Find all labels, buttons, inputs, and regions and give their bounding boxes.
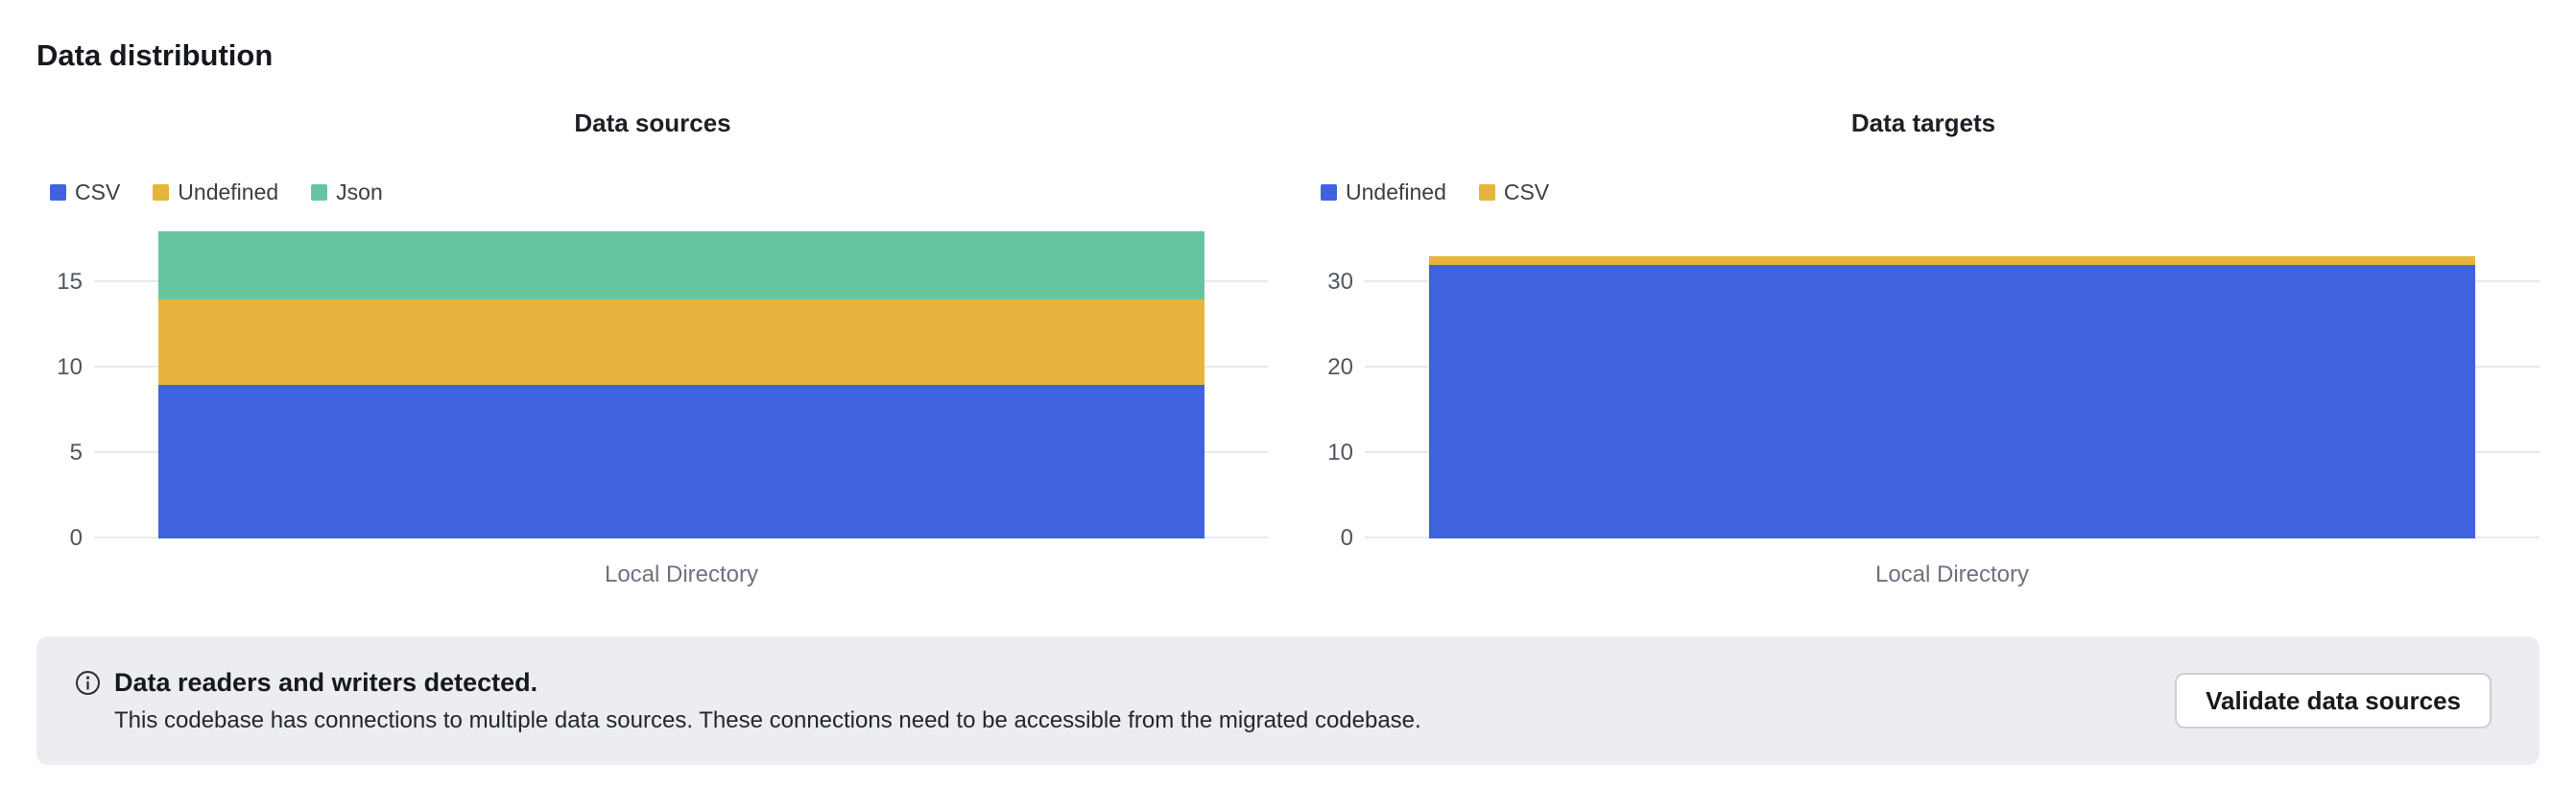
banner-title: Data readers and writers detected. xyxy=(114,667,538,697)
y-tick-label: 5 xyxy=(69,440,83,466)
y-tick-label: 10 xyxy=(57,354,83,380)
legend-label: CSV xyxy=(1503,179,1550,204)
info-circle-icon xyxy=(76,670,100,695)
bar-segment-undefined xyxy=(1429,265,2475,538)
chart-legend: Undefined CSV xyxy=(1321,180,2540,203)
legend-swatch xyxy=(153,183,170,201)
chart-title: Data targets xyxy=(1850,108,1996,137)
y-axis: 0 5 10 15 xyxy=(36,231,94,551)
y-tick-label: 20 xyxy=(1327,354,1353,380)
legend-swatch xyxy=(1321,183,1337,201)
legend-item-undefined[interactable]: Undefined xyxy=(153,180,278,203)
y-tick-label: 0 xyxy=(69,525,83,551)
legend-item-json[interactable]: Json xyxy=(311,180,383,203)
bar-segment-undefined xyxy=(158,299,1205,385)
legend-swatch xyxy=(311,183,328,201)
legend-swatch xyxy=(50,183,66,201)
validate-data-sources-button[interactable]: Validate data sources xyxy=(2175,673,2492,728)
chart-title: Data sources xyxy=(574,108,731,137)
legend-item-csv[interactable]: CSV xyxy=(1478,179,1550,204)
plot-area xyxy=(94,231,1269,538)
stacked-bar xyxy=(1429,256,2475,538)
legend-label: Json xyxy=(336,179,383,204)
chart-legend: CSV Undefined Json xyxy=(50,180,1269,203)
y-axis: 0 10 20 30 xyxy=(1307,256,1365,551)
plot-row: 0 5 10 15 xyxy=(36,222,1269,551)
chart-data-targets: Data targets Undefined CSV 0 10 20 30 Local … xyxy=(1307,107,2540,588)
legend-label: Undefined xyxy=(178,179,279,204)
y-tick-label: 10 xyxy=(1327,440,1353,466)
charts-row: Data sources CSV Undefined Json 0 5 10 15 Loc… xyxy=(36,107,2540,588)
bar-segment-csv xyxy=(1429,256,2475,266)
y-tick-label: 0 xyxy=(1340,525,1353,551)
legend-item-undefined[interactable]: Undefined xyxy=(1321,180,1446,203)
x-axis-label: Local Directory xyxy=(604,561,759,587)
y-tick-label: 30 xyxy=(1327,269,1353,295)
info-banner: Data readers and writers detected. This … xyxy=(36,636,2540,765)
legend-label: CSV xyxy=(75,179,121,204)
stacked-bar xyxy=(158,231,1205,538)
chart-data-sources: Data sources CSV Undefined Json 0 5 10 15 Loc… xyxy=(36,107,1269,588)
page-title: Data distribution xyxy=(36,38,274,72)
x-axis-label: Local Directory xyxy=(1874,561,2030,587)
banner-text: Data readers and writers detected. This … xyxy=(114,667,1421,735)
legend-label: Undefined xyxy=(1346,179,1446,204)
banner-description: This codebase has connections to multipl… xyxy=(114,706,1421,733)
plot-area xyxy=(1365,256,2540,538)
bar-segment-json xyxy=(158,231,1205,300)
legend-swatch xyxy=(1478,183,1495,201)
plot-row: 0 10 20 30 xyxy=(1307,222,2540,551)
bar-segment-csv xyxy=(158,385,1205,538)
y-tick-label: 15 xyxy=(57,269,83,295)
legend-item-csv[interactable]: CSV xyxy=(50,180,120,203)
banner-content: Data readers and writers detected. This … xyxy=(75,667,2152,735)
